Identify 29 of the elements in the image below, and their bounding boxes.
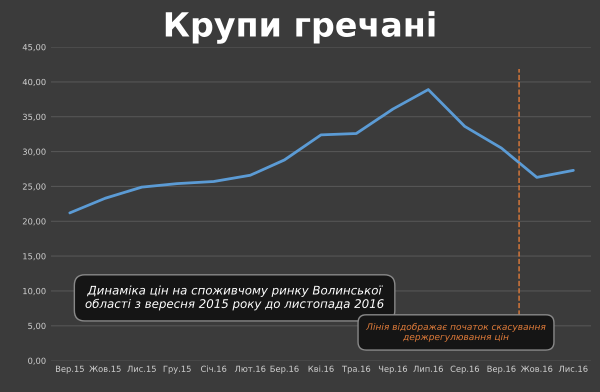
- y-tick-label: 40,00: [22, 78, 46, 86]
- y-tick-label: 35,00: [22, 114, 46, 121]
- y-tick-label: 45,00: [22, 44, 46, 52]
- x-tick-label: Гру.15: [164, 366, 191, 374]
- annotation: Лінія відображає початок скасування держрегулювання цін: [366, 322, 546, 342]
- x-tick-label: Кві.16: [308, 366, 334, 372]
- x-tick-label: Бер.16: [270, 366, 299, 374]
- x-tick-label: Тра.16: [342, 366, 370, 374]
- annotation: Динаміка цін на споживчому ринку Волинської області з вересня 2015 року до листопада 2016: [86, 285, 384, 310]
- x-tick-label: Лип.16: [413, 366, 443, 372]
- y-tick-label: 25,00: [22, 183, 46, 191]
- y-tick-label: 15,00: [23, 253, 46, 260]
- x-tick-label: Лис.16: [558, 366, 588, 372]
- y-tick-label: 0,00: [28, 358, 46, 365]
- x-tick-label: Чер.16: [378, 366, 408, 374]
- x-tick-label: Вер.16: [488, 366, 516, 374]
- x-tick-label: Вер.15: [56, 366, 84, 374]
- x-tick-label: Сер.16: [450, 366, 480, 374]
- x-tick-label: Лис.15: [127, 366, 156, 372]
- x-tick-label: Лют.16: [234, 366, 266, 372]
- line-series: [68, 88, 575, 214]
- chart-title: Крупи гречані: [166, 11, 434, 44]
- y-tick-label: 10,00: [23, 288, 46, 296]
- y-tick-label: 5,00: [28, 322, 46, 330]
- y-tick-label: 20,00: [22, 218, 46, 226]
- y-tick-label: 30,00: [22, 148, 46, 156]
- x-tick-label: Жов.16: [520, 366, 552, 372]
- x-tick-label: Січ.16: [201, 366, 226, 372]
- x-tick-label: Жов.15: [89, 366, 121, 372]
